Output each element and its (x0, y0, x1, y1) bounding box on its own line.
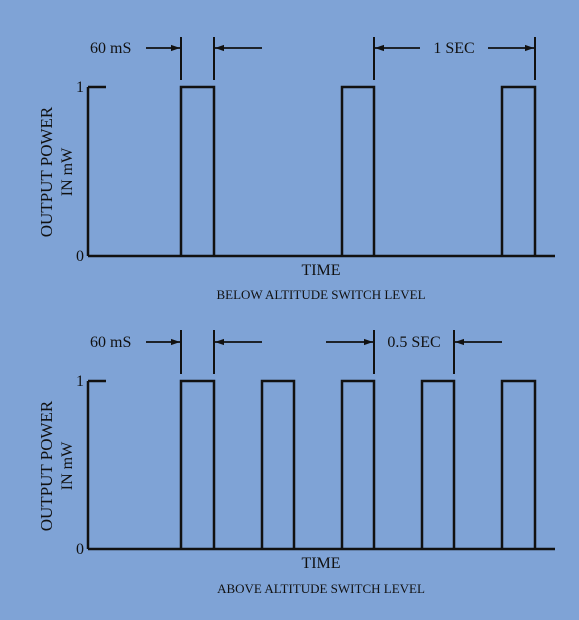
top-y-axis-label-line1: OUTPUT POWER (37, 106, 56, 237)
top-tick-zero: 0 (76, 248, 84, 265)
bottom-y-axis-label-line2: IN mW (59, 441, 76, 490)
bottom-pulse-1 (179, 379, 216, 549)
bottom-pulse-2 (260, 379, 296, 549)
bottom-panel: OUTPUT POWER IN mW 1 0 60 mS 0.5 SEC TIM… (37, 330, 555, 596)
bottom-tick-zero: 0 (76, 541, 84, 558)
bottom-pulse-4 (420, 379, 456, 549)
top-period-label: 1 SEC (433, 40, 474, 57)
bottom-tick-high: 1 (76, 373, 84, 390)
top-x-axis-label: TIME (301, 262, 340, 279)
top-pulse-width-label: 60 mS (90, 40, 131, 57)
top-tick-high: 1 (76, 79, 84, 96)
bottom-x-axis-label: TIME (301, 555, 340, 572)
top-panel: OUTPUT POWER IN mW 1 0 60 mS 1 SEC TIME … (37, 37, 555, 302)
bottom-period-label: 0.5 SEC (387, 334, 440, 351)
top-pulse-1 (179, 85, 216, 256)
bottom-y-axis-label-line1: OUTPUT POWER (37, 400, 56, 531)
bottom-pulse-width-label: 60 mS (90, 334, 131, 351)
top-caption: BELOW ALTITUDE SWITCH LEVEL (216, 287, 425, 302)
top-y-axis-label-line2: IN mW (59, 147, 76, 196)
bottom-pulse-5 (500, 379, 537, 549)
top-pulse-2 (340, 85, 376, 256)
top-pulse-3 (500, 85, 537, 256)
bottom-caption: ABOVE ALTITUDE SWITCH LEVEL (217, 581, 425, 596)
bottom-pulse-3 (340, 379, 376, 549)
